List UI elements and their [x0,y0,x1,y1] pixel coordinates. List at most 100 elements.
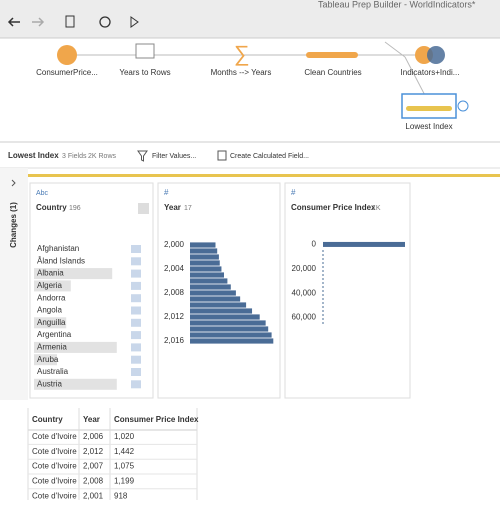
pivot-node[interactable] [135,43,155,59]
scroll-mark [131,343,141,352]
cell: 918 [114,491,128,500]
node-label: Indicators+Indi... [401,68,460,77]
clean-bar [406,106,452,111]
node-label: ConsumerPrice... [36,68,98,77]
type-label: Abc [36,190,49,197]
histogram-bar [190,290,236,296]
join-node-right[interactable] [427,46,445,64]
field-name: Consumer Price Index [291,203,376,212]
distinct-count: 196 [69,205,81,212]
window-title: Tableau Prep Builder - WorldIndicators* [318,0,476,9]
calc-button[interactable]: Create Calculated Field... [230,153,309,160]
value-label: Aruba [37,355,59,364]
cell: Cote d'Ivoire [32,477,77,486]
histogram-bar [190,242,216,248]
profile-card [284,182,411,399]
filter-button[interactable]: Filter Values... [152,153,196,160]
step-name: Lowest Index [8,151,59,160]
more-button[interactable] [138,203,149,214]
histogram-bar [190,260,220,266]
value-label: Argentina [37,330,72,339]
data-grid [28,405,198,500]
save-button[interactable] [65,15,75,28]
cell: 2,006 [83,432,104,441]
type-label: # [164,188,169,197]
cell: Cote d'Ivoire [32,432,77,441]
histogram-bar [190,338,274,344]
value-label: Angola [37,306,62,315]
title-toolbar [0,0,500,38]
scroll-mark [131,294,141,303]
scroll-mark [131,281,141,290]
value-label: Australia [37,367,69,376]
value-bar [34,341,117,353]
scroll-mark [131,245,141,253]
cell: 1,199 [114,477,135,486]
distinct-count: 17 [184,205,192,212]
scroll-mark [131,318,141,327]
histogram-bar [190,284,231,290]
step-color-bar [28,174,500,177]
scroll-mark [131,380,141,389]
scroll-mark [131,257,141,266]
scroll-mark [131,331,141,340]
expand-arrow[interactable] [11,179,16,187]
changes-label[interactable]: Changes (1) [9,202,18,248]
column-header: Year [83,415,100,424]
histogram-bar [190,302,247,308]
run-button[interactable] [130,16,139,28]
field-name: Country [36,203,67,212]
histogram-bar [190,248,218,254]
node-label: Years to Rows [119,68,170,77]
cell: 2,007 [83,462,104,471]
input-node[interactable] [57,45,77,65]
value-label: Algeria [37,281,62,290]
cell: 1,020 [114,432,135,441]
histogram-bar [190,266,222,272]
value-bar [34,317,67,329]
column-header: Country [32,415,63,424]
y-tick-label: 60,000 [292,313,317,322]
y-tick-label: 2,016 [164,336,185,345]
refresh-button[interactable] [99,16,111,28]
column-header: Consumer Price Index [114,415,199,424]
y-tick-label: 2,000 [164,240,185,249]
node-label: Months --> Years [211,68,272,77]
node-label: Clean Countries [304,68,361,77]
histogram-bar [190,254,219,260]
add-step[interactable] [457,100,469,112]
forward-button[interactable] [32,17,45,27]
value-label: Andorra [37,293,66,302]
flow-canvas: ∑ ConsumerPrice... Years to Rows Months … [36,41,469,131]
histogram-bar [190,278,228,284]
aggregate-node[interactable]: ∑ [234,41,250,66]
distinct-count: 1K [372,205,381,212]
cell: Cote d'Ivoire [32,462,77,471]
cell: 2,012 [83,447,104,456]
y-tick-label: 40,000 [292,288,317,297]
histogram-bar [323,241,405,247]
back-button[interactable] [7,17,20,27]
filter-icon [137,150,148,162]
value-label: Austria [37,379,62,388]
scroll-mark [131,306,141,315]
type-label: # [291,188,296,197]
histogram-bar [190,320,266,326]
histogram-bar [190,296,241,302]
value-bar [34,280,71,292]
y-tick-label: 0 [312,240,317,249]
value-label: Åland Islands [37,256,85,265]
cell: 2,001 [83,491,104,500]
y-tick-label: 2,004 [164,264,185,273]
cell: 1,442 [114,447,135,456]
y-tick-label: 2,008 [164,288,185,297]
value-label: Anguilla [37,318,66,327]
cell: Cote d'Ivoire [32,491,77,500]
scroll-mark [131,368,141,376]
histogram-bar [190,326,269,332]
scroll-mark [131,355,141,364]
clean-node[interactable] [306,52,358,58]
y-tick-label: 20,000 [292,264,317,273]
row-count: 2K Rows [88,153,117,160]
value-label: Albania [37,269,64,278]
